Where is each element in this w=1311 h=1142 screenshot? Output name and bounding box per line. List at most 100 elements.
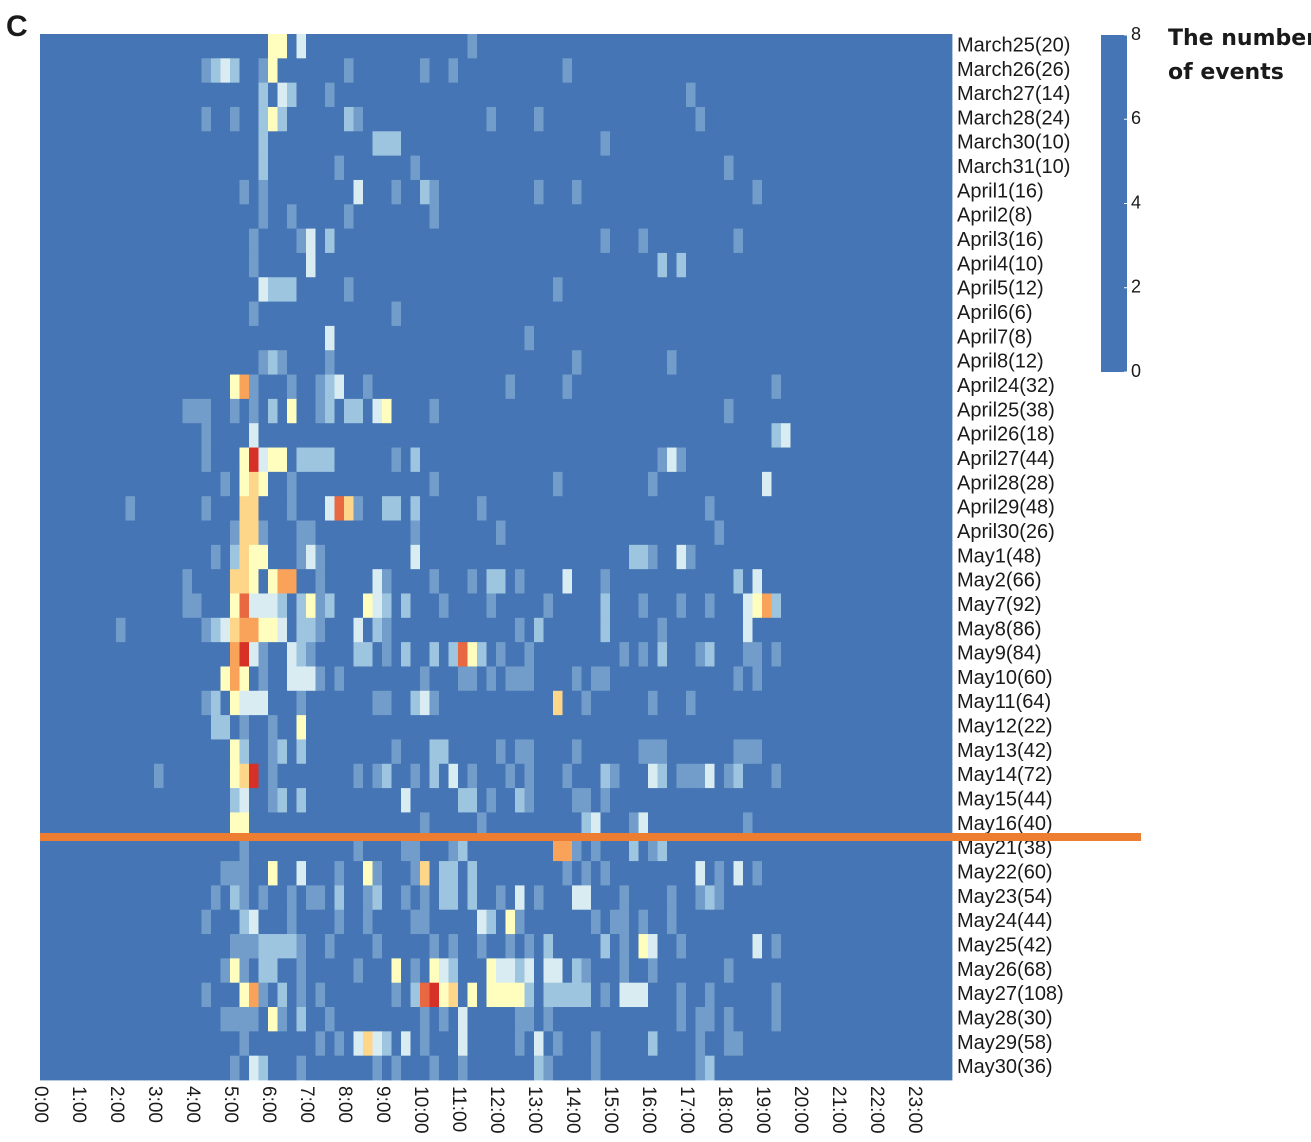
- heatmap-cell: [933, 1055, 943, 1081]
- heatmap-cell: [762, 1055, 772, 1081]
- heatmap-cell: [686, 58, 696, 84]
- heatmap-cell: [353, 155, 364, 181]
- heatmap-cell: [667, 958, 677, 984]
- heatmap-cell: [106, 788, 117, 813]
- heatmap-cell: [486, 350, 497, 375]
- heatmap-cell: [220, 350, 231, 375]
- heatmap-cell: [87, 958, 98, 984]
- heatmap-cell: [904, 423, 915, 448]
- heatmap-cell: [553, 617, 563, 643]
- heatmap-cell: [201, 812, 212, 838]
- heatmap-cell: [325, 739, 335, 765]
- heatmap-cell: [610, 471, 620, 497]
- heatmap-cell: [581, 228, 592, 254]
- heatmap-cell: [372, 958, 383, 984]
- heatmap-cell: [315, 301, 326, 327]
- heatmap-cell: [895, 496, 905, 521]
- heatmap-cell: [439, 544, 449, 570]
- heatmap-cell: [914, 958, 924, 984]
- heatmap-cell: [277, 447, 288, 473]
- heatmap-cell: [467, 277, 478, 302]
- heatmap-cell: [296, 252, 307, 278]
- heatmap-cell: [477, 812, 487, 838]
- heatmap-cell: [904, 106, 915, 132]
- heatmap-cell: [144, 812, 155, 838]
- heatmap-cell: [828, 471, 839, 497]
- heatmap-cell: [496, 958, 506, 984]
- heatmap-cell: [97, 228, 107, 254]
- heatmap-cell: [40, 34, 50, 59]
- heatmap-cell: [515, 155, 525, 181]
- heatmap-cell: [524, 788, 535, 813]
- heatmap-cell: [676, 934, 687, 959]
- heatmap-cell: [743, 471, 753, 497]
- heatmap-cell: [154, 374, 164, 400]
- heatmap-cell: [515, 447, 525, 473]
- heatmap-cell: [401, 471, 411, 497]
- heatmap-cell: [714, 179, 725, 205]
- heatmap-cell: [439, 131, 449, 157]
- heatmap-cell: [705, 544, 715, 570]
- heatmap-cell: [828, 812, 839, 838]
- heatmap-cell: [144, 544, 155, 570]
- heatmap-cell: [306, 179, 316, 205]
- heatmap-cell: [429, 447, 440, 473]
- heatmap-cell: [78, 885, 88, 911]
- heatmap-cell: [477, 642, 487, 667]
- heatmap-cell: [904, 179, 915, 205]
- heatmap-cell: [714, 666, 725, 692]
- heatmap-cell: [676, 277, 687, 302]
- heatmap-cell: [68, 301, 79, 327]
- heatmap-cell: [781, 374, 791, 400]
- heatmap-cell: [847, 106, 858, 132]
- heatmap-cell: [790, 106, 801, 132]
- heatmap-cell: [752, 374, 763, 400]
- heatmap-cell: [534, 715, 544, 740]
- heatmap-cell: [638, 593, 649, 619]
- heatmap-cell: [353, 1031, 364, 1057]
- heatmap-cell: [486, 934, 497, 959]
- heatmap-cell: [619, 204, 630, 230]
- heatmap-cell: [401, 690, 411, 716]
- heatmap-cell: [192, 812, 202, 838]
- heatmap-cell: [87, 471, 98, 497]
- heatmap-cell: [268, 909, 278, 935]
- heatmap-cell: [239, 958, 250, 984]
- heatmap-cell: [182, 82, 193, 108]
- heatmap-cell: [458, 1031, 468, 1057]
- heatmap-cell: [192, 909, 202, 935]
- heatmap-cell: [296, 398, 307, 424]
- heatmap-cell: [391, 788, 402, 813]
- heatmap-cell: [154, 763, 164, 789]
- heatmap-cell: [458, 398, 468, 424]
- heatmap-cell: [97, 374, 107, 400]
- heatmap-cell: [942, 520, 953, 546]
- heatmap-cell: [942, 715, 953, 740]
- heatmap-cell: [78, 520, 88, 546]
- heatmap-cell: [534, 228, 544, 254]
- heatmap-cell: [296, 179, 307, 205]
- heatmap-cell: [923, 544, 934, 570]
- heatmap-cell: [505, 398, 516, 424]
- heatmap-cell: [230, 909, 240, 935]
- heatmap-cell: [230, 666, 240, 692]
- heatmap-cell: [125, 520, 136, 546]
- heatmap-cell: [410, 398, 421, 424]
- heatmap-cell: [714, 58, 725, 84]
- heatmap-cell: [809, 934, 820, 959]
- heatmap-cell: [914, 788, 924, 813]
- heatmap-cell: [144, 861, 155, 886]
- heatmap-cell: [353, 642, 364, 667]
- heatmap-cell: [505, 763, 516, 789]
- heatmap-cell: [914, 252, 924, 278]
- heatmap-cell: [277, 715, 288, 740]
- heatmap-cell: [809, 982, 820, 1008]
- heatmap-cell: [68, 252, 79, 278]
- heatmap-cell: [743, 131, 753, 157]
- heatmap-cell: [363, 861, 373, 886]
- heatmap-cell: [790, 34, 801, 59]
- heatmap-cell: [344, 204, 354, 230]
- heatmap-cell: [182, 1055, 193, 1081]
- heatmap-cell: [515, 788, 525, 813]
- heatmap-cell: [885, 34, 896, 59]
